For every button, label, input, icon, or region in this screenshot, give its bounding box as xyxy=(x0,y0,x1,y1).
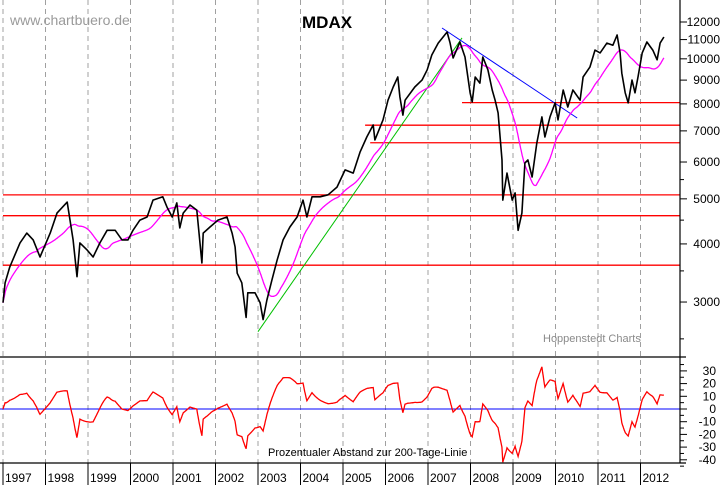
x-tick-label-2006: 2006 xyxy=(388,471,415,485)
x-tick-label-2004: 2004 xyxy=(303,471,330,485)
y-tick-label-9000: 9000 xyxy=(693,73,720,87)
x-tick-label-1999: 1999 xyxy=(90,471,117,485)
x-tick-label-1998: 1998 xyxy=(48,471,75,485)
series-layer xyxy=(2,27,665,463)
y-tick-label-12000: 12000 xyxy=(687,15,721,29)
uptrend-line xyxy=(257,37,463,333)
indicator-line xyxy=(2,366,664,463)
x-tick-label-2008: 2008 xyxy=(473,471,500,485)
x-tick-label-2011: 2011 xyxy=(600,471,626,485)
source-label: Hoppenstedt Charts xyxy=(543,333,641,345)
x-tick-label-2001: 2001 xyxy=(175,471,202,485)
x-tick-label-2005: 2005 xyxy=(345,471,372,485)
price-line xyxy=(2,31,665,321)
y-tick-label-10000: 10000 xyxy=(687,52,721,66)
x-tick-label-2000: 2000 xyxy=(133,471,160,485)
y-tick-label-5000: 5000 xyxy=(693,192,720,206)
y-tick-label-7000: 7000 xyxy=(693,124,720,138)
indicator-tick-label-20: 20 xyxy=(703,377,717,391)
y-tick-label-8000: 8000 xyxy=(693,97,720,111)
x-tick-label-1997: 1997 xyxy=(5,471,32,485)
indicator-tick-label--20: -20 xyxy=(699,427,717,441)
indicator-tick-label-30: 30 xyxy=(703,364,717,378)
x-tick-label-2009: 2009 xyxy=(515,471,542,485)
indicator-tick-label-0: 0 xyxy=(709,402,716,416)
y-tick-label-3000: 3000 xyxy=(693,295,720,309)
indicator-tick-label--10: -10 xyxy=(699,415,717,429)
y-tick-label-11000: 11000 xyxy=(688,33,721,47)
x-tick-label-2010: 2010 xyxy=(558,471,585,485)
x-tick-label-2012: 2012 xyxy=(643,471,670,485)
watermark: www.chartbuero.de xyxy=(9,12,130,28)
sma-200-line xyxy=(2,44,665,303)
y-tick-label-6000: 6000 xyxy=(693,155,720,169)
indicator-tick-label--30: -30 xyxy=(699,440,717,454)
indicator-tick-label-10: 10 xyxy=(703,389,717,403)
x-tick-label-2007: 2007 xyxy=(430,471,457,485)
chart-title: MDAX xyxy=(302,13,353,32)
indicator-label: Prozentualer Abstand zur 200-Tage-Linie xyxy=(268,447,467,459)
y-tick-label-4000: 4000 xyxy=(693,237,720,251)
indicator-tick-label--40: -40 xyxy=(699,453,717,467)
support-lines xyxy=(0,101,680,410)
grid xyxy=(2,0,641,463)
x-tick-label-2002: 2002 xyxy=(218,471,245,485)
x-tick-label-2003: 2003 xyxy=(260,471,287,485)
